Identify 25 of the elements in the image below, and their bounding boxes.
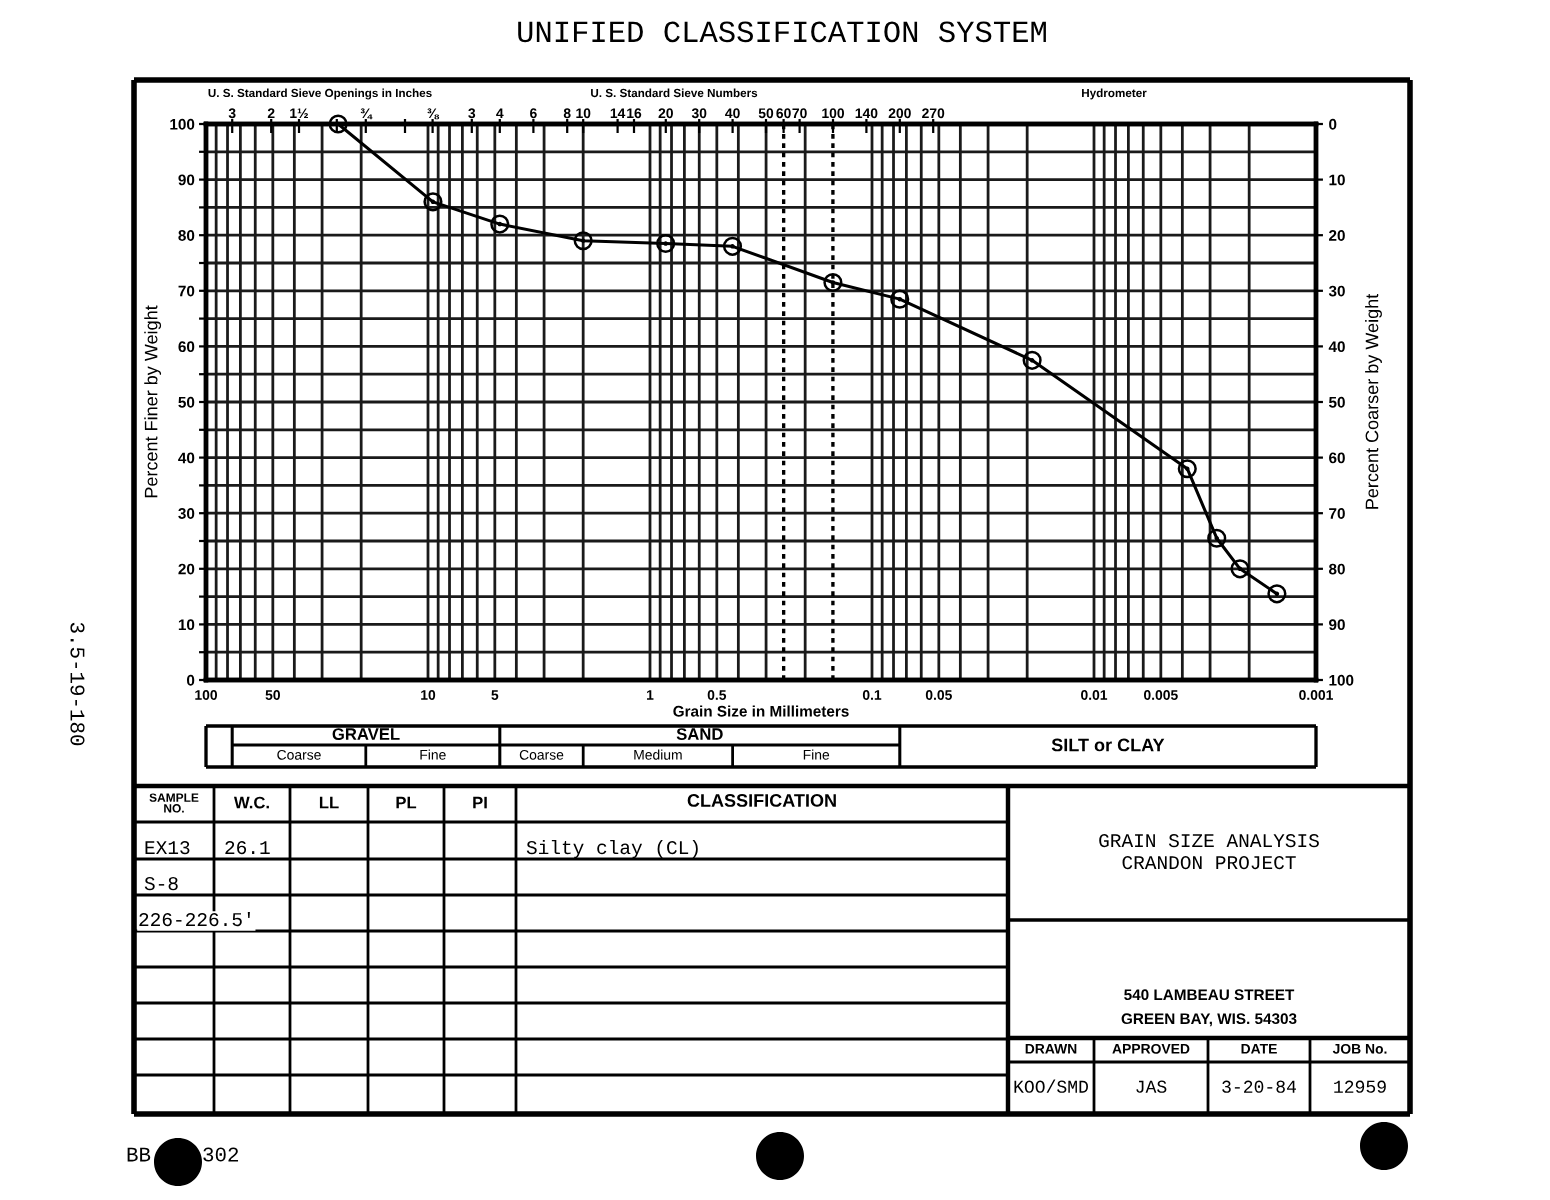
text: EX13 — [145, 840, 190, 855]
text: 302 — [203, 1147, 239, 1162]
text: 3-20-84 — [1222, 1080, 1296, 1093]
text: 26.1 — [225, 840, 270, 855]
text: GRAIN SIZE ANALYSIS — [1099, 834, 1319, 848]
text: Silty clay (CL) — [526, 839, 698, 859]
text: 226-226.5' — [139, 911, 250, 927]
text: 12959 — [1334, 1080, 1386, 1093]
text: SAND — [676, 728, 723, 740]
text: KOO/SMD — [1014, 1079, 1088, 1093]
y2-axis-title: Percent Coarser by Weight — [1365, 293, 1382, 509]
y-axis-title: Percent Finer by Weight — [144, 305, 162, 498]
chart-title: UNIFIED CLASSIFICATION SYSTEM — [518, 21, 1046, 43]
text: PL — [396, 796, 417, 809]
text: CRANDON PROJECT — [1122, 856, 1296, 870]
text: LL — [319, 796, 339, 809]
text: S-8 — [144, 876, 178, 891]
text: CLASSIFICATION — [687, 794, 836, 807]
text: SILT or CLAY — [1051, 738, 1165, 752]
text: GRAVEL — [332, 728, 400, 740]
text: BB — [127, 1147, 151, 1162]
text: PI — [473, 796, 487, 809]
text: 3.5-19-180 — [70, 622, 85, 746]
text: JAS — [1136, 1080, 1167, 1093]
text: W.C. — [233, 796, 269, 809]
